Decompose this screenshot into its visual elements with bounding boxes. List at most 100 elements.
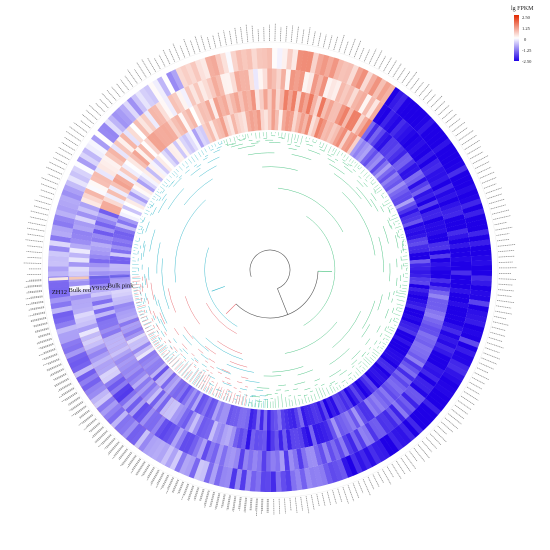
heatmap-cell <box>224 72 234 94</box>
heatmap-cell <box>462 203 484 215</box>
gene-label-mark <box>496 233 510 236</box>
dendrogram-leaf <box>236 136 238 139</box>
gene-label-mark <box>28 312 46 317</box>
dendrogram-branch <box>329 163 345 175</box>
gene-label-mark <box>34 199 51 206</box>
heatmap-cell <box>337 60 350 82</box>
gene-label-mark <box>33 205 50 211</box>
dendrogram-leaf <box>147 206 150 208</box>
gene-label-mark <box>363 49 371 62</box>
dendrogram-leaf <box>196 374 204 387</box>
heatmap-cell <box>375 133 393 153</box>
dendrogram-branch <box>146 278 148 288</box>
dendrogram-leaf <box>254 399 256 408</box>
heatmap-cell <box>57 328 79 340</box>
heatmap-cell <box>423 125 443 143</box>
heatmap-cell <box>127 335 148 349</box>
heatmap-cell <box>312 402 323 423</box>
heatmap-cell <box>266 409 271 431</box>
heatmap-cell <box>297 427 305 449</box>
gene-label-mark <box>227 495 231 510</box>
heatmap-cell <box>331 394 344 415</box>
heatmap-cell <box>160 445 175 466</box>
gene-label-mark <box>217 32 222 47</box>
heatmap-cell <box>375 439 391 460</box>
heatmap-cell <box>109 270 131 275</box>
gene-label-mark <box>187 485 194 500</box>
dendrogram-leaf <box>163 181 168 185</box>
gene-label-mark <box>128 455 136 466</box>
heatmap-cell <box>212 118 223 140</box>
heatmap-cell <box>440 325 462 337</box>
gene-label-mark <box>181 483 189 500</box>
gene-label-mark <box>178 481 184 494</box>
gene-label-mark <box>106 90 117 101</box>
gene-label-mark <box>338 34 345 52</box>
gene-label-mark <box>70 401 84 411</box>
heatmap-cell <box>376 106 393 126</box>
heatmap-cell <box>395 328 416 341</box>
gene-label-mark <box>284 498 286 514</box>
gene-label-mark <box>492 209 510 215</box>
heatmap-cell <box>333 437 346 459</box>
heatmap-cell <box>408 283 430 290</box>
heatmap-cell <box>360 120 377 140</box>
heatmap-cell <box>368 101 385 121</box>
gene-label-mark <box>483 183 497 189</box>
heatmap-cell <box>177 112 192 132</box>
dendrogram-branch <box>332 311 361 348</box>
gene-label-mark <box>55 151 70 161</box>
dendrogram-branch <box>395 235 399 249</box>
heatmap-cell <box>379 109 396 129</box>
heatmap-cell <box>64 346 86 360</box>
heatmap-cell <box>329 124 342 145</box>
dendrogram-leaf <box>316 140 318 142</box>
gene-label-mark <box>131 458 141 471</box>
heatmap-cell <box>267 89 272 110</box>
heatmap-cell <box>428 353 450 367</box>
gene-label-mark <box>65 130 81 142</box>
heatmap-cell <box>215 74 226 96</box>
dendrogram-branch <box>364 179 368 182</box>
heatmap-cell <box>348 383 364 403</box>
heatmap-cell <box>439 329 461 341</box>
gene-label-mark <box>454 404 468 415</box>
heatmap-cell <box>107 114 127 133</box>
heatmap-cell <box>162 399 178 419</box>
dendrogram-leaf <box>229 392 233 402</box>
heatmap-cell <box>208 120 220 141</box>
heatmap-cell <box>174 451 188 473</box>
heatmap-cell <box>93 391 113 409</box>
heatmap-cell <box>121 204 143 217</box>
heatmap-cell <box>126 125 144 144</box>
heatmap-cell <box>270 409 275 431</box>
heatmap-cell <box>89 283 111 290</box>
dendrogram-leaf <box>400 234 404 236</box>
heatmap-cell <box>397 325 418 337</box>
heatmap-cell <box>300 426 310 448</box>
dendrogram-branch <box>393 291 395 295</box>
gene-label-mark <box>183 483 190 496</box>
dendrogram-branch <box>159 191 162 194</box>
dendrogram-leaf <box>143 321 152 326</box>
heatmap-cell <box>129 338 150 352</box>
heatmap-cell <box>281 48 289 70</box>
dendrogram-branch <box>191 353 195 357</box>
dendrogram-branch <box>297 369 314 376</box>
dendrogram-leaf <box>200 384 205 390</box>
dendrogram-branch <box>143 217 146 222</box>
heatmap-cell <box>290 90 298 112</box>
dendrogram-leaf <box>395 295 406 298</box>
dendrogram-leaf <box>235 400 237 404</box>
dendrogram-leaf <box>193 375 201 386</box>
sample-label: Y9102 <box>91 285 109 292</box>
dendrogram-leaf <box>142 319 149 323</box>
heatmap-cell <box>403 169 423 185</box>
dendrogram-branch <box>384 308 389 319</box>
dendrogram-branch <box>288 148 297 150</box>
heatmap-cell <box>381 409 399 429</box>
heatmap-cell <box>450 256 472 263</box>
heatmap-cell <box>99 204 121 216</box>
heatmap-cell <box>72 223 94 233</box>
